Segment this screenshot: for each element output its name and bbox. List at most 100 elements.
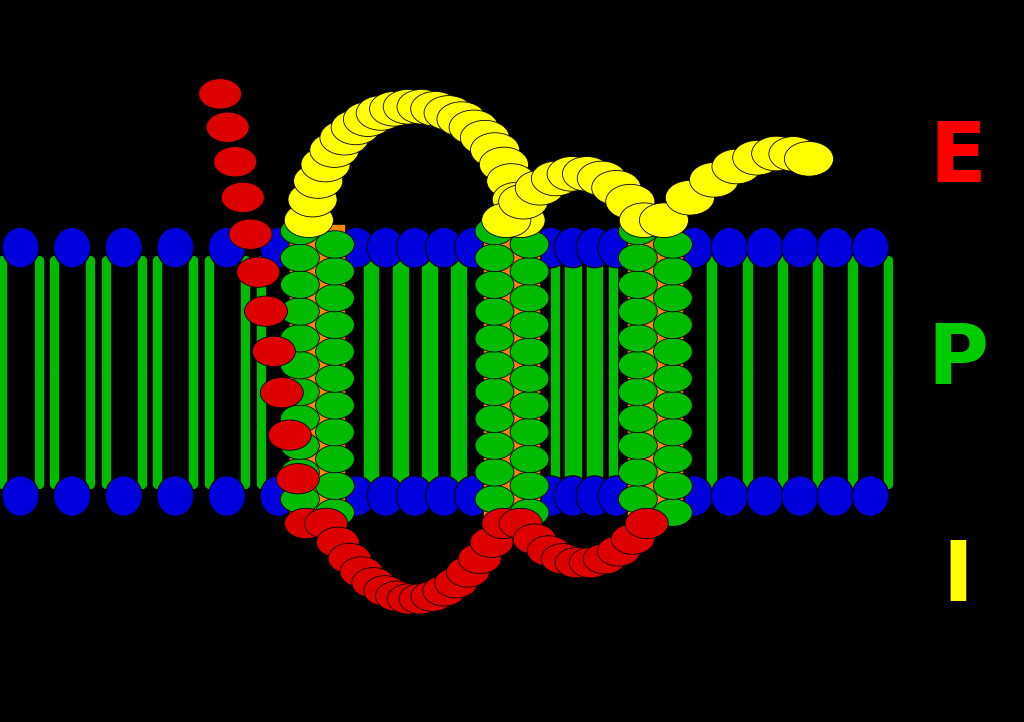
Circle shape xyxy=(618,217,657,245)
Circle shape xyxy=(733,140,782,175)
Circle shape xyxy=(606,184,655,219)
Circle shape xyxy=(475,217,514,245)
Ellipse shape xyxy=(781,476,818,516)
Circle shape xyxy=(510,365,549,392)
Circle shape xyxy=(499,508,542,539)
Ellipse shape xyxy=(781,227,818,268)
Circle shape xyxy=(237,257,280,287)
Circle shape xyxy=(510,231,549,258)
Circle shape xyxy=(281,378,319,406)
Ellipse shape xyxy=(396,227,433,268)
Circle shape xyxy=(510,311,549,339)
Circle shape xyxy=(769,136,818,171)
Circle shape xyxy=(294,164,343,199)
Circle shape xyxy=(199,79,242,109)
Circle shape xyxy=(499,184,548,219)
Circle shape xyxy=(315,472,354,500)
Circle shape xyxy=(569,547,612,578)
Circle shape xyxy=(315,338,354,365)
Circle shape xyxy=(328,544,371,574)
Circle shape xyxy=(618,271,657,298)
Circle shape xyxy=(752,136,801,171)
Circle shape xyxy=(555,547,598,578)
Text: E: E xyxy=(929,118,986,199)
Ellipse shape xyxy=(260,476,297,516)
Circle shape xyxy=(618,485,657,513)
Circle shape xyxy=(221,182,264,212)
Circle shape xyxy=(245,296,288,326)
Circle shape xyxy=(446,557,489,587)
Circle shape xyxy=(618,432,657,459)
Circle shape xyxy=(626,508,669,539)
Bar xyxy=(483,224,541,520)
Circle shape xyxy=(475,244,514,271)
Circle shape xyxy=(260,378,303,408)
Ellipse shape xyxy=(598,476,635,516)
Circle shape xyxy=(481,203,530,238)
Circle shape xyxy=(510,499,549,526)
Circle shape xyxy=(304,508,347,539)
Circle shape xyxy=(285,508,328,539)
Circle shape xyxy=(510,284,549,312)
Ellipse shape xyxy=(711,476,748,516)
Circle shape xyxy=(653,472,692,500)
Circle shape xyxy=(281,458,319,486)
Circle shape xyxy=(288,182,337,217)
Ellipse shape xyxy=(577,476,613,516)
Circle shape xyxy=(437,102,486,136)
Circle shape xyxy=(376,581,419,612)
Ellipse shape xyxy=(554,476,591,516)
Circle shape xyxy=(397,90,446,124)
Circle shape xyxy=(784,142,834,176)
Circle shape xyxy=(653,258,692,285)
Circle shape xyxy=(301,147,350,182)
Ellipse shape xyxy=(817,476,854,516)
Ellipse shape xyxy=(338,476,375,516)
Circle shape xyxy=(461,121,510,155)
Ellipse shape xyxy=(157,476,194,516)
Circle shape xyxy=(399,584,442,614)
Circle shape xyxy=(547,157,596,191)
Circle shape xyxy=(423,575,466,606)
Circle shape xyxy=(281,432,319,459)
Circle shape xyxy=(475,378,514,406)
Ellipse shape xyxy=(157,227,194,268)
Circle shape xyxy=(666,180,715,215)
Ellipse shape xyxy=(676,476,713,516)
Circle shape xyxy=(618,297,657,325)
Circle shape xyxy=(214,147,257,177)
Circle shape xyxy=(387,584,430,614)
Ellipse shape xyxy=(426,476,463,516)
Circle shape xyxy=(411,92,460,126)
Circle shape xyxy=(450,110,499,144)
Circle shape xyxy=(475,271,514,298)
Circle shape xyxy=(252,336,295,367)
Circle shape xyxy=(513,524,556,554)
Circle shape xyxy=(229,219,272,249)
Ellipse shape xyxy=(338,227,375,268)
Circle shape xyxy=(618,325,657,352)
Circle shape xyxy=(510,391,549,419)
Circle shape xyxy=(541,544,584,574)
Circle shape xyxy=(712,149,761,184)
Circle shape xyxy=(653,365,692,392)
Circle shape xyxy=(653,311,692,339)
Ellipse shape xyxy=(455,227,492,268)
Ellipse shape xyxy=(260,227,297,268)
Ellipse shape xyxy=(105,227,142,268)
Circle shape xyxy=(496,203,545,238)
Ellipse shape xyxy=(532,227,569,268)
Circle shape xyxy=(315,445,354,473)
Ellipse shape xyxy=(2,476,39,516)
Circle shape xyxy=(620,203,669,238)
Circle shape xyxy=(482,508,525,539)
Circle shape xyxy=(689,162,738,197)
Circle shape xyxy=(475,432,514,459)
Circle shape xyxy=(510,472,549,500)
Circle shape xyxy=(383,90,432,124)
Circle shape xyxy=(281,297,319,325)
Circle shape xyxy=(281,352,319,379)
Circle shape xyxy=(510,258,549,285)
Ellipse shape xyxy=(209,476,246,516)
Circle shape xyxy=(424,95,473,130)
